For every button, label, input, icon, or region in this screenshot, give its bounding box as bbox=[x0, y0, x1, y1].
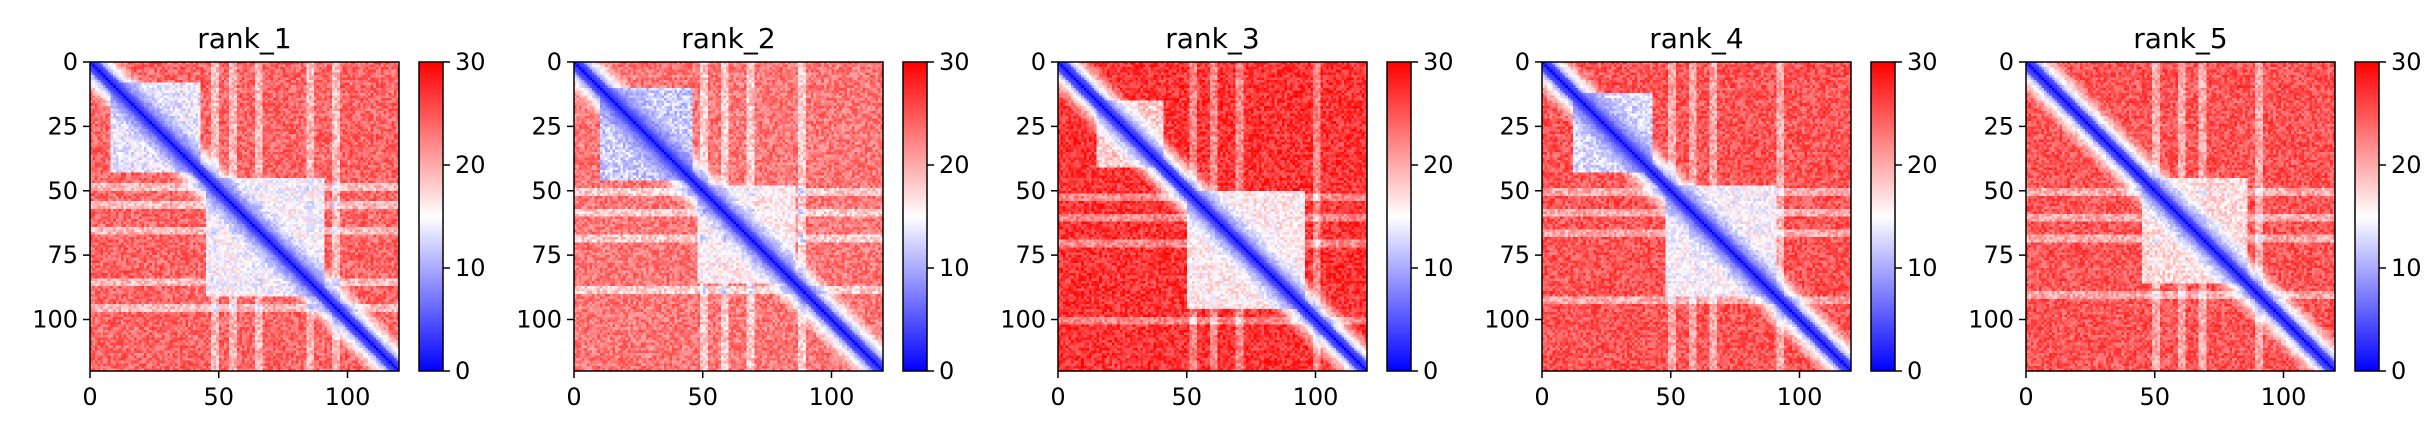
colorbar-tick-label: 20 bbox=[2391, 151, 2422, 179]
heatmap-image bbox=[2026, 62, 2335, 371]
x-tick-label: 0 bbox=[2018, 383, 2033, 411]
plot-frame bbox=[89, 61, 400, 372]
y-tick-label: 25 bbox=[1983, 112, 2014, 140]
y-tick-label: 25 bbox=[47, 112, 78, 140]
y-tick-label: 25 bbox=[1015, 112, 1046, 140]
heatmap-image bbox=[1542, 62, 1851, 371]
x-tick-label: 50 bbox=[687, 383, 718, 411]
colorbar-tick-label: 10 bbox=[2391, 254, 2422, 282]
colorbar bbox=[1870, 61, 1896, 372]
x-tick-label: 0 bbox=[1050, 383, 1065, 411]
x-tick-label: 50 bbox=[1655, 383, 1686, 411]
y-tick-label: 25 bbox=[531, 112, 562, 140]
y-tick-label: 50 bbox=[1015, 177, 1046, 205]
heatmap-image bbox=[574, 62, 883, 371]
colorbar-tick-label: 10 bbox=[1423, 254, 1454, 282]
y-tick-label: 75 bbox=[1015, 241, 1046, 269]
y-tick-label: 0 bbox=[1515, 48, 1530, 76]
colorbar-tick-label: 30 bbox=[455, 48, 486, 76]
y-tick-label: 100 bbox=[32, 306, 78, 334]
subplot-1: rank_1 0 50 100 0 25 50 75 100 0 10 20 30 bbox=[32, 22, 485, 411]
x-tick-label: 100 bbox=[809, 383, 855, 411]
y-tick-label: 0 bbox=[63, 48, 78, 76]
y-tick-label: 100 bbox=[1968, 306, 2014, 334]
colorbar-tick-label: 0 bbox=[1907, 357, 1922, 385]
x-tick-label: 0 bbox=[82, 383, 97, 411]
y-tick-label: 100 bbox=[1000, 306, 1046, 334]
colorbar-tick-label: 20 bbox=[939, 151, 970, 179]
x-tick-label: 0 bbox=[1534, 383, 1549, 411]
subplot-3: rank_3 0 50 100 0 25 50 75 100 0 10 20 30 bbox=[1000, 22, 1453, 411]
x-tick-label: 50 bbox=[203, 383, 234, 411]
colorbar-tick-label: 20 bbox=[1423, 151, 1454, 179]
y-tick-label: 0 bbox=[1031, 48, 1046, 76]
colorbar bbox=[2354, 61, 2380, 372]
y-tick-label: 75 bbox=[47, 241, 78, 269]
y-tick-label: 50 bbox=[531, 177, 562, 205]
subplot-title: rank_1 bbox=[197, 22, 291, 55]
subplot-title: rank_5 bbox=[2133, 22, 2227, 55]
colorbar-tick-label: 0 bbox=[455, 357, 470, 385]
subplot-5: rank_5 0 50 100 0 25 50 75 100 0 10 20 30 bbox=[1968, 22, 2421, 411]
colorbar-tick-label: 30 bbox=[1423, 48, 1454, 76]
plot-frame bbox=[2025, 61, 2336, 372]
y-tick-label: 75 bbox=[1499, 241, 1530, 269]
heatmap-image bbox=[90, 62, 399, 371]
colorbar bbox=[418, 61, 444, 372]
plot-frame bbox=[573, 61, 884, 372]
x-tick-label: 100 bbox=[1293, 383, 1339, 411]
colorbar-tick-label: 10 bbox=[1907, 254, 1938, 282]
y-tick-label: 50 bbox=[47, 177, 78, 205]
colorbar bbox=[902, 61, 928, 372]
colorbar-tick-label: 30 bbox=[939, 48, 970, 76]
y-tick-label: 25 bbox=[1499, 112, 1530, 140]
y-tick-label: 75 bbox=[1983, 241, 2014, 269]
x-tick-label: 50 bbox=[1171, 383, 1202, 411]
x-tick-label: 100 bbox=[2261, 383, 2307, 411]
x-tick-label: 100 bbox=[325, 383, 371, 411]
colorbar-tick-label: 10 bbox=[455, 254, 486, 282]
subplot-2: rank_2 0 50 100 0 25 50 75 100 0 10 20 30 bbox=[516, 22, 969, 411]
subplot-title: rank_3 bbox=[1165, 22, 1259, 55]
colorbar-tick-label: 0 bbox=[1423, 357, 1438, 385]
colorbar-tick-label: 20 bbox=[455, 151, 486, 179]
colorbar-tick-label: 10 bbox=[939, 254, 970, 282]
colorbar-tick-label: 30 bbox=[2391, 48, 2422, 76]
colorbar-tick-label: 20 bbox=[1907, 151, 1938, 179]
plot-frame bbox=[1541, 61, 1852, 372]
plot-frame bbox=[1057, 61, 1368, 372]
y-tick-label: 0 bbox=[547, 48, 562, 76]
y-tick-label: 50 bbox=[1983, 177, 2014, 205]
subplot-title: rank_2 bbox=[681, 22, 775, 55]
colorbar-tick-label: 0 bbox=[939, 357, 954, 385]
colorbar-tick-label: 0 bbox=[2391, 357, 2406, 385]
y-tick-label: 50 bbox=[1499, 177, 1530, 205]
heatmap-image bbox=[1058, 62, 1367, 371]
y-tick-label: 100 bbox=[516, 306, 562, 334]
subplot-title: rank_4 bbox=[1649, 22, 1743, 55]
x-tick-label: 100 bbox=[1777, 383, 1823, 411]
y-tick-label: 100 bbox=[1484, 306, 1530, 334]
subplot-4: rank_4 0 50 100 0 25 50 75 100 0 10 20 30 bbox=[1484, 22, 1937, 411]
y-tick-label: 75 bbox=[531, 241, 562, 269]
colorbar-tick-label: 30 bbox=[1907, 48, 1938, 76]
colorbar bbox=[1386, 61, 1412, 372]
y-tick-label: 0 bbox=[1999, 48, 2014, 76]
x-tick-label: 50 bbox=[2139, 383, 2170, 411]
x-tick-label: 0 bbox=[566, 383, 581, 411]
